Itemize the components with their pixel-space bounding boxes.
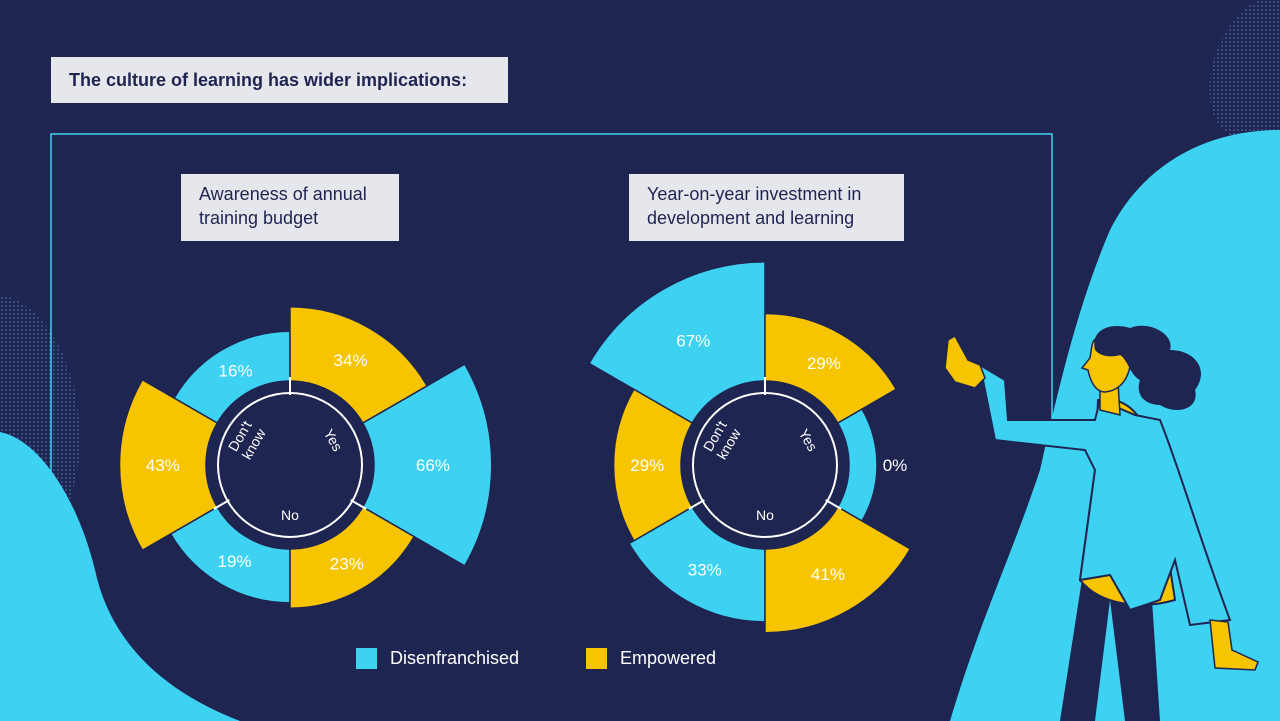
chart-1-label-empowered-no: 23% (330, 554, 364, 573)
chart-2-empowered-yes-segment (764, 312, 898, 425)
chart-2-category-no: No (756, 507, 774, 523)
chart-1-divider (350, 499, 367, 510)
chart-2-label-disenfranchised-dont-know: 67% (676, 332, 710, 351)
legend-empowered: Empowered (586, 648, 716, 669)
chart-2-label-empowered-dont-know: 29% (630, 456, 664, 475)
legend-label-empowered: Empowered (620, 648, 717, 668)
chart-1-divider (213, 499, 230, 510)
chart-2-disenfranchised-no-segment (628, 505, 766, 623)
legend-disenfranchised: Disenfranchised (356, 648, 519, 669)
chart-2-category-yes: Yes (796, 426, 821, 454)
headline-banner: The culture of learning has wider implic… (51, 57, 508, 103)
chart-1-label-disenfranchised-dont-know: 16% (219, 362, 253, 381)
chart-2-title-box: Year-on-year investment in development a… (629, 174, 904, 241)
chart-1-category-no: No (281, 507, 299, 523)
chart-2-divider (688, 499, 705, 510)
chart-1-title: Awareness of annual training budget (199, 184, 367, 228)
legend-swatch-empowered (586, 648, 607, 669)
chart-2-label-empowered-no: 41% (811, 565, 845, 584)
chart-1-empowered-dont-know-segment (118, 378, 219, 552)
left-decorative-blob (0, 432, 240, 721)
dotted-texture-right (1209, 0, 1280, 144)
chart-2-label-empowered-yes: 29% (807, 354, 841, 373)
chart-1-title-box: Awareness of annual training budget (181, 174, 399, 241)
chart-2-divider (825, 499, 842, 510)
chart-1-disenfranchised-yes-segment (361, 363, 493, 567)
chart-1-empowered-no-segment (289, 505, 416, 610)
chart-2-label-disenfranchised-no: 33% (688, 560, 722, 579)
chart-1-category-yes: Yes (321, 426, 346, 454)
chart-2-category-dont-know: Don'tknow (700, 417, 744, 462)
legend-swatch-disenfranchised (356, 648, 377, 669)
chart-1-label-empowered-dont-know: 43% (146, 456, 180, 475)
chart-1-label-disenfranchised-no: 19% (218, 552, 252, 571)
chart-1-label-disenfranchised-yes: 66% (416, 456, 450, 475)
chart-2-title: Year-on-year investment in development a… (647, 184, 862, 228)
chart-2-empowered-dont-know-segment (612, 388, 694, 542)
chart-1-label-empowered-yes: 34% (334, 351, 368, 370)
headline-text: The culture of learning has wider implic… (69, 69, 468, 90)
legend-label-disenfranchised: Disenfranchised (390, 648, 520, 668)
chart-2-label-disenfranchised-yes: 0% (883, 456, 908, 475)
content-frame (50, 133, 1053, 505)
chart-2-disenfranchised-yes-segment (836, 407, 878, 523)
chart-2: Yes No Don'tknow 0% 29% 33% 41% 67% 29% (588, 261, 912, 634)
chart-2-empowered-no-segment (764, 505, 912, 634)
chart-1-empowered-yes-segment (289, 306, 429, 425)
chart-2-disenfranchised-dont-know-segment (588, 261, 766, 425)
pointing-person-illustration (944, 325, 1259, 721)
